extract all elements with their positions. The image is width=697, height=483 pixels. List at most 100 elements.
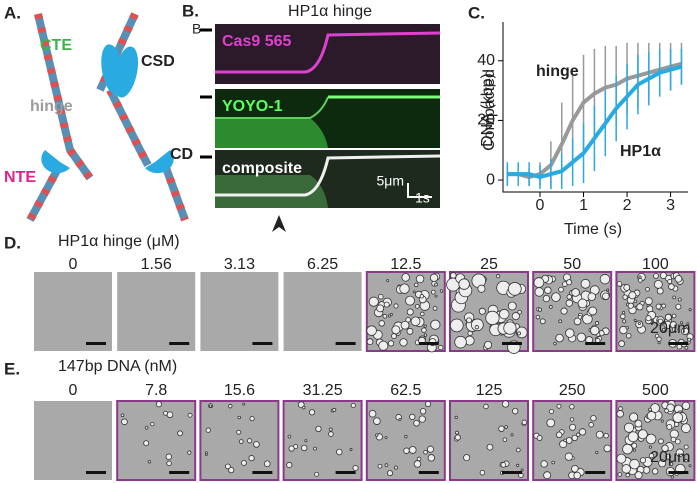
droplet bbox=[544, 286, 552, 294]
scale-bar bbox=[668, 471, 689, 474]
droplet bbox=[684, 345, 689, 350]
droplet bbox=[412, 290, 416, 294]
scale-label: 5μm bbox=[376, 173, 404, 189]
label-cd: CD bbox=[170, 146, 193, 163]
droplet bbox=[419, 408, 427, 415]
scale-bar bbox=[252, 471, 273, 474]
droplet bbox=[421, 327, 427, 333]
droplet bbox=[535, 314, 541, 320]
droplet bbox=[658, 438, 664, 445]
concentration-label: 0 bbox=[69, 256, 78, 273]
droplet bbox=[555, 431, 563, 439]
scale-bar bbox=[335, 342, 356, 345]
droplet bbox=[438, 344, 444, 351]
droplet bbox=[458, 278, 470, 290]
channel-label: YOYO-1 bbox=[222, 98, 283, 115]
droplet bbox=[627, 431, 639, 443]
droplet bbox=[382, 313, 388, 319]
droplet bbox=[314, 471, 320, 477]
droplet bbox=[429, 273, 439, 282]
droplet bbox=[621, 464, 631, 474]
droplet bbox=[628, 291, 637, 300]
x-tick-label: 3 bbox=[666, 197, 675, 214]
droplet bbox=[651, 468, 659, 475]
droplet bbox=[664, 313, 672, 321]
x-tick-label: 0 bbox=[536, 197, 545, 214]
droplet bbox=[645, 433, 657, 445]
droplet bbox=[286, 461, 293, 469]
droplet bbox=[517, 309, 522, 315]
droplet bbox=[409, 413, 416, 421]
droplet bbox=[571, 434, 578, 442]
droplet bbox=[681, 401, 691, 410]
droplet bbox=[672, 412, 684, 423]
droplet bbox=[511, 312, 520, 321]
droplet bbox=[498, 425, 505, 432]
droplet bbox=[384, 436, 388, 440]
droplet bbox=[577, 298, 588, 309]
droplet bbox=[404, 434, 408, 439]
droplet bbox=[683, 326, 687, 330]
droplet bbox=[503, 321, 517, 335]
y-axis-label: DNA (kbp) bbox=[479, 73, 496, 147]
x-tick-label: 2 bbox=[623, 197, 632, 214]
droplet bbox=[166, 460, 172, 467]
droplet bbox=[687, 337, 692, 342]
scale-bar bbox=[418, 471, 439, 474]
droplet bbox=[660, 419, 664, 423]
droplet bbox=[515, 447, 521, 453]
droplet bbox=[622, 294, 628, 300]
droplet bbox=[625, 326, 629, 330]
droplet bbox=[620, 313, 626, 320]
droplet bbox=[485, 310, 500, 326]
droplet bbox=[638, 275, 642, 279]
droplet bbox=[413, 460, 422, 468]
droplet bbox=[405, 295, 415, 306]
droplet bbox=[566, 279, 573, 286]
droplet bbox=[599, 273, 611, 285]
droplet bbox=[144, 426, 149, 430]
droplet bbox=[242, 402, 246, 406]
droplet bbox=[616, 410, 624, 418]
droplet bbox=[501, 400, 510, 408]
droplet bbox=[516, 331, 521, 336]
droplet bbox=[666, 423, 673, 430]
droplet bbox=[143, 440, 150, 447]
droplet bbox=[575, 432, 581, 437]
droplet bbox=[496, 274, 501, 279]
droplet bbox=[616, 453, 627, 464]
series-label: HP1α bbox=[620, 143, 661, 160]
droplet bbox=[253, 441, 260, 448]
droplet bbox=[665, 453, 672, 460]
droplet bbox=[603, 432, 609, 439]
droplet bbox=[533, 277, 545, 288]
droplet bbox=[566, 294, 572, 300]
label-hinge: hinge bbox=[30, 98, 73, 115]
droplet bbox=[633, 319, 637, 322]
droplet bbox=[674, 275, 683, 283]
protein-diagram bbox=[26, 12, 189, 222]
droplet bbox=[426, 445, 435, 453]
droplet bbox=[588, 306, 598, 316]
droplet bbox=[621, 310, 626, 315]
droplet bbox=[225, 463, 231, 470]
concentration-label: 125 bbox=[476, 382, 503, 399]
droplet bbox=[432, 306, 438, 311]
droplet bbox=[304, 439, 308, 443]
droplet bbox=[646, 304, 650, 307]
droplet bbox=[587, 292, 596, 301]
droplet bbox=[543, 471, 552, 480]
droplet bbox=[368, 409, 377, 418]
droplet bbox=[578, 428, 587, 436]
droplet bbox=[565, 437, 573, 444]
droplet bbox=[595, 450, 599, 455]
concentration-label: 0 bbox=[69, 382, 78, 399]
droplet bbox=[424, 400, 432, 408]
droplet bbox=[555, 333, 564, 343]
concentration-label: 25 bbox=[480, 256, 498, 273]
droplet bbox=[644, 297, 653, 306]
droplet bbox=[209, 404, 213, 408]
droplet bbox=[683, 444, 689, 450]
droplet bbox=[449, 318, 464, 333]
